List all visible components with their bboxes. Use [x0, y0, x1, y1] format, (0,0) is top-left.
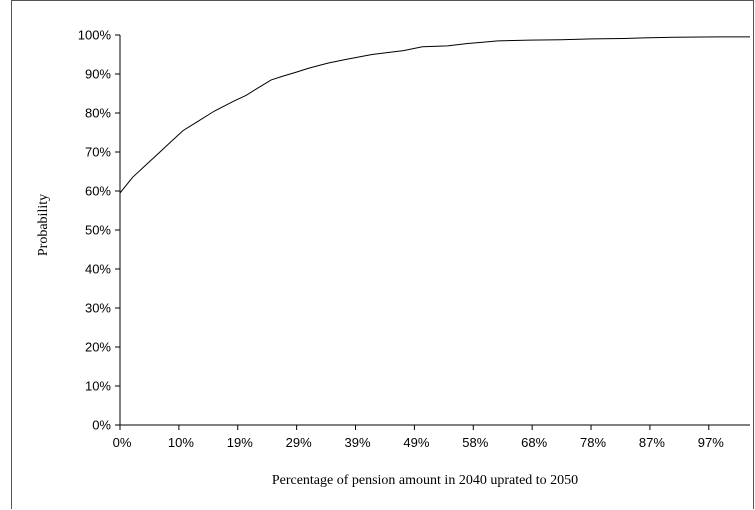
- x-tick-label: 10%: [168, 435, 194, 450]
- x-tick-label: 87%: [639, 435, 665, 450]
- y-axis-ticks: 0% 10% 20% 30% 40% 50% 60% 70% 80% 90% 100%: [78, 28, 120, 433]
- x-tick-label: 49%: [403, 435, 429, 450]
- y-tick-label: 60%: [85, 184, 111, 199]
- x-axis-ticks: 0% 10% 19% 29% 39% 49% 58% 68% 78% 87% 97%: [113, 425, 724, 450]
- x-tick-label: 97%: [698, 435, 724, 450]
- x-tick-label: 19%: [227, 435, 253, 450]
- y-tick-label: 20%: [85, 340, 111, 355]
- x-tick-label: 29%: [286, 435, 312, 450]
- y-tick-label: 10%: [85, 379, 111, 394]
- x-tick-label: 78%: [580, 435, 606, 450]
- y-tick-label: 0%: [92, 418, 111, 433]
- y-tick-label: 70%: [85, 145, 111, 160]
- y-tick-label: 40%: [85, 262, 111, 277]
- x-tick-label: 68%: [521, 435, 547, 450]
- y-tick-label: 30%: [85, 301, 111, 316]
- y-tick-label: 50%: [85, 223, 111, 238]
- y-axis-title: Probability: [36, 194, 51, 256]
- line-chart: 0% 10% 20% 30% 40% 50% 60% 70% 80% 90% 100% 0% 10% 1…: [36, 28, 750, 488]
- x-axis-title: Percentage of pension amount in 2040 upr…: [272, 473, 578, 488]
- y-tick-label: 100%: [78, 28, 112, 43]
- y-tick-label: 80%: [85, 106, 111, 121]
- chart-frame: 0% 10% 20% 30% 40% 50% 60% 70% 80% 90% 100% 0% 10% 1…: [11, 0, 754, 509]
- x-tick-label: 58%: [462, 435, 488, 450]
- x-tick-label: 0%: [113, 435, 132, 450]
- y-tick-label: 90%: [85, 67, 111, 82]
- axes: [119, 35, 750, 426]
- series-line: [119, 36, 750, 194]
- x-tick-label: 39%: [344, 435, 370, 450]
